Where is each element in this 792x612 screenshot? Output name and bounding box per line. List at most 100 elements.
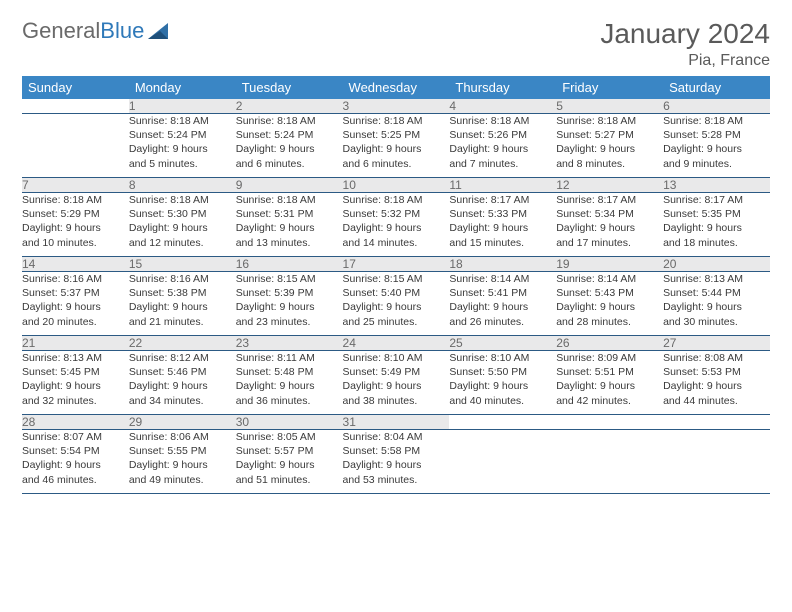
sunrise-text: Sunrise: 8:14 AM: [449, 272, 556, 286]
logo-word-1: General: [22, 18, 100, 44]
day-number-cell: 5: [556, 99, 663, 114]
day-number-cell: [22, 99, 129, 114]
day-number-cell: [449, 415, 556, 430]
day-detail-cell: Sunrise: 8:18 AMSunset: 5:24 PMDaylight:…: [129, 114, 236, 178]
day-number-cell: 13: [663, 178, 770, 193]
day-detail-row: Sunrise: 8:16 AMSunset: 5:37 PMDaylight:…: [22, 272, 770, 336]
sunset-text: Sunset: 5:41 PM: [449, 286, 556, 300]
daylight-text-1: Daylight: 9 hours: [22, 458, 129, 472]
sunset-text: Sunset: 5:28 PM: [663, 128, 770, 142]
sunset-text: Sunset: 5:27 PM: [556, 128, 663, 142]
day-number-cell: 6: [663, 99, 770, 114]
daylight-text-1: Daylight: 9 hours: [556, 379, 663, 393]
daylight-text-1: Daylight: 9 hours: [22, 379, 129, 393]
day-detail-row: Sunrise: 8:13 AMSunset: 5:45 PMDaylight:…: [22, 351, 770, 415]
daylight-text-1: Daylight: 9 hours: [343, 142, 450, 156]
day-detail-cell: Sunrise: 8:14 AMSunset: 5:41 PMDaylight:…: [449, 272, 556, 336]
day-number-cell: 17: [343, 257, 450, 272]
day-detail-cell: Sunrise: 8:18 AMSunset: 5:28 PMDaylight:…: [663, 114, 770, 178]
sunrise-text: Sunrise: 8:13 AM: [22, 351, 129, 365]
day-detail-cell: Sunrise: 8:09 AMSunset: 5:51 PMDaylight:…: [556, 351, 663, 415]
day-detail-cell: [22, 114, 129, 178]
day-detail-cell: Sunrise: 8:13 AMSunset: 5:44 PMDaylight:…: [663, 272, 770, 336]
sunrise-text: Sunrise: 8:18 AM: [22, 193, 129, 207]
day-number-cell: 1: [129, 99, 236, 114]
daylight-text-2: and 42 minutes.: [556, 394, 663, 408]
daylight-text-2: and 6 minutes.: [343, 157, 450, 171]
sunrise-text: Sunrise: 8:18 AM: [236, 193, 343, 207]
sunset-text: Sunset: 5:24 PM: [236, 128, 343, 142]
sunrise-text: Sunrise: 8:12 AM: [129, 351, 236, 365]
sunrise-text: Sunrise: 8:18 AM: [556, 114, 663, 128]
sunrise-text: Sunrise: 8:07 AM: [22, 430, 129, 444]
daylight-text-2: and 8 minutes.: [556, 157, 663, 171]
daylight-text-1: Daylight: 9 hours: [22, 300, 129, 314]
daylight-text-1: Daylight: 9 hours: [663, 142, 770, 156]
day-detail-cell: Sunrise: 8:06 AMSunset: 5:55 PMDaylight:…: [129, 430, 236, 494]
day-detail-cell: Sunrise: 8:18 AMSunset: 5:25 PMDaylight:…: [343, 114, 450, 178]
sunrise-text: Sunrise: 8:17 AM: [663, 193, 770, 207]
daylight-text-2: and 25 minutes.: [343, 315, 450, 329]
day-number-cell: 29: [129, 415, 236, 430]
day-number-cell: 22: [129, 336, 236, 351]
daylight-text-2: and 26 minutes.: [449, 315, 556, 329]
daylight-text-1: Daylight: 9 hours: [343, 379, 450, 393]
daylight-text-2: and 17 minutes.: [556, 236, 663, 250]
daylight-text-2: and 49 minutes.: [129, 473, 236, 487]
sunset-text: Sunset: 5:29 PM: [22, 207, 129, 221]
day-number-cell: 28: [22, 415, 129, 430]
day-detail-cell: Sunrise: 8:15 AMSunset: 5:39 PMDaylight:…: [236, 272, 343, 336]
daylight-text-2: and 12 minutes.: [129, 236, 236, 250]
daylight-text-1: Daylight: 9 hours: [129, 379, 236, 393]
day-detail-cell: Sunrise: 8:18 AMSunset: 5:32 PMDaylight:…: [343, 193, 450, 257]
daylight-text-1: Daylight: 9 hours: [449, 221, 556, 235]
daylight-text-2: and 53 minutes.: [343, 473, 450, 487]
day-number-cell: 26: [556, 336, 663, 351]
weekday-header: Thursday: [449, 76, 556, 99]
sunrise-text: Sunrise: 8:15 AM: [236, 272, 343, 286]
daylight-text-1: Daylight: 9 hours: [129, 221, 236, 235]
sunset-text: Sunset: 5:57 PM: [236, 444, 343, 458]
sunrise-text: Sunrise: 8:06 AM: [129, 430, 236, 444]
sunset-text: Sunset: 5:45 PM: [22, 365, 129, 379]
daylight-text-1: Daylight: 9 hours: [236, 221, 343, 235]
daylight-text-1: Daylight: 9 hours: [22, 221, 129, 235]
sunrise-text: Sunrise: 8:11 AM: [236, 351, 343, 365]
sunrise-text: Sunrise: 8:18 AM: [129, 114, 236, 128]
daylight-text-2: and 7 minutes.: [449, 157, 556, 171]
sunset-text: Sunset: 5:37 PM: [22, 286, 129, 300]
sunset-text: Sunset: 5:34 PM: [556, 207, 663, 221]
daylight-text-2: and 34 minutes.: [129, 394, 236, 408]
day-number-cell: [556, 415, 663, 430]
sunset-text: Sunset: 5:55 PM: [129, 444, 236, 458]
daylight-text-1: Daylight: 9 hours: [449, 379, 556, 393]
sunrise-text: Sunrise: 8:14 AM: [556, 272, 663, 286]
daylight-text-2: and 32 minutes.: [22, 394, 129, 408]
sunset-text: Sunset: 5:40 PM: [343, 286, 450, 300]
day-number-cell: 25: [449, 336, 556, 351]
daylight-text-1: Daylight: 9 hours: [129, 458, 236, 472]
daylight-text-1: Daylight: 9 hours: [236, 300, 343, 314]
daylight-text-2: and 15 minutes.: [449, 236, 556, 250]
location-label: Pia, France: [600, 52, 770, 70]
page-header: GeneralBlue January 2024 Pia, France: [22, 18, 770, 70]
day-detail-cell: Sunrise: 8:10 AMSunset: 5:49 PMDaylight:…: [343, 351, 450, 415]
weekday-header: Tuesday: [236, 76, 343, 99]
sunrise-text: Sunrise: 8:08 AM: [663, 351, 770, 365]
daylight-text-1: Daylight: 9 hours: [236, 142, 343, 156]
daylight-text-1: Daylight: 9 hours: [343, 221, 450, 235]
weekday-header: Sunday: [22, 76, 129, 99]
weekday-header: Monday: [129, 76, 236, 99]
sunrise-text: Sunrise: 8:18 AM: [129, 193, 236, 207]
daylight-text-2: and 23 minutes.: [236, 315, 343, 329]
day-number-cell: 23: [236, 336, 343, 351]
day-detail-cell: Sunrise: 8:18 AMSunset: 5:24 PMDaylight:…: [236, 114, 343, 178]
sunset-text: Sunset: 5:35 PM: [663, 207, 770, 221]
day-number-cell: 24: [343, 336, 450, 351]
sunrise-text: Sunrise: 8:15 AM: [343, 272, 450, 286]
sunset-text: Sunset: 5:44 PM: [663, 286, 770, 300]
daylight-text-1: Daylight: 9 hours: [556, 300, 663, 314]
weekday-header: Friday: [556, 76, 663, 99]
day-detail-cell: Sunrise: 8:14 AMSunset: 5:43 PMDaylight:…: [556, 272, 663, 336]
sunset-text: Sunset: 5:58 PM: [343, 444, 450, 458]
